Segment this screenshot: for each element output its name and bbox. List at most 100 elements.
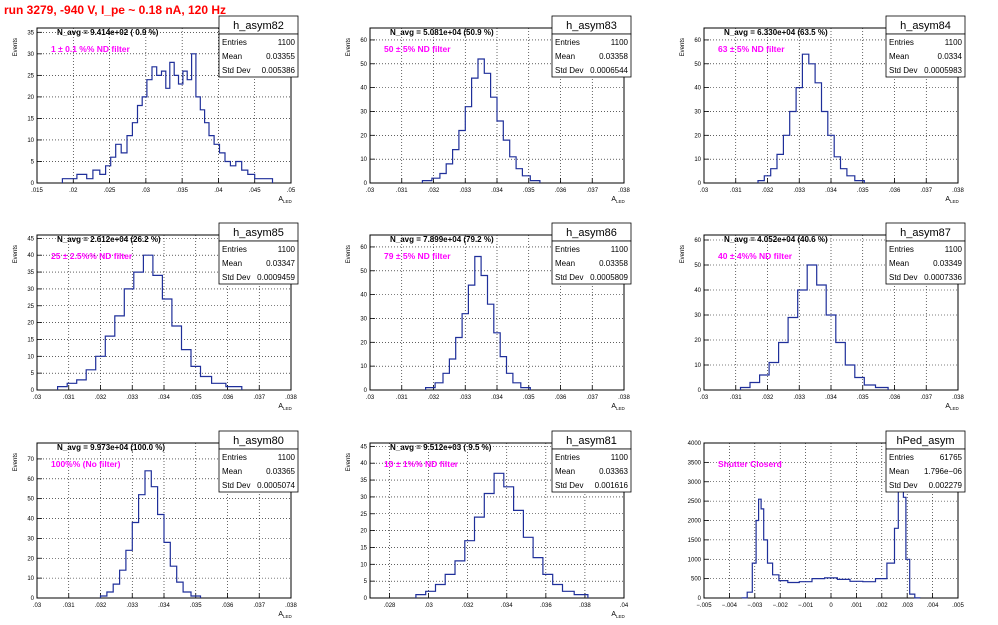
x-tick-label: .038 — [618, 188, 630, 194]
y-tick-label: 30 — [360, 109, 367, 115]
annotation-label: 10 ± 1%% ND filter — [384, 459, 459, 469]
histogram-line — [425, 255, 531, 390]
x-tick-label: .033 — [459, 395, 471, 401]
y-tick-label: 50 — [694, 62, 701, 68]
y-tick-label: 20 — [694, 338, 701, 344]
x-tick-label: .02 — [69, 188, 78, 194]
x-tick-label: .037 — [586, 188, 598, 194]
y-axis-label: Events — [346, 245, 352, 263]
x-tick-label: .03 — [424, 603, 433, 609]
annotation-label: 50 ± 5% ND filter — [384, 44, 451, 54]
stats-label: Mean — [222, 259, 242, 268]
panel-h_asym83: .03 .031 .032 .033 .034 .035 .036 .037 .038 0 10 20… — [346, 15, 632, 204]
y-tick-label: 20 — [27, 321, 34, 327]
stats-box — [885, 448, 966, 493]
y-tick-label: 10 — [360, 364, 367, 370]
y-tick-label: 60 — [360, 245, 367, 251]
navg-label: N_avg = 4.052e+04 (40.6 %) — [724, 235, 828, 244]
panel-h_asym84: .03 .031 .032 .033 .034 .035 .036 .037 .038 0 10 20… — [680, 15, 966, 204]
stats-label: Mean — [889, 52, 909, 61]
histogram-line — [61, 53, 274, 183]
y-tick-label: 40 — [360, 86, 367, 92]
stats-label: Entries — [222, 245, 247, 254]
x-tick-label: .001 — [851, 603, 863, 609]
y-tick-label: 45 — [27, 236, 34, 242]
x-tick-label: .04 — [620, 603, 629, 609]
x-axis-label: A — [611, 611, 616, 618]
y-tick-label: 0 — [364, 181, 368, 187]
x-tick-label: .031 — [730, 188, 742, 194]
y-tick-label: 3000 — [688, 480, 702, 486]
y-tick-label: 25 — [27, 304, 34, 310]
x-tick-label: .032 — [428, 395, 440, 401]
stats-value: 1100 — [278, 453, 296, 462]
y-tick-label: 10 — [27, 576, 34, 582]
stats-title: hPed_asym — [896, 435, 954, 447]
x-axis-label-subscript: LED — [950, 199, 960, 204]
x-tick-label: .038 — [579, 603, 591, 609]
y-tick-label: 40 — [360, 461, 367, 467]
x-tick-label: −.002 — [773, 603, 789, 609]
stats-label: Std Dev — [555, 273, 583, 282]
x-tick-label: .034 — [491, 395, 503, 401]
x-tick-label: .03 — [700, 188, 709, 194]
x-tick-label: .032 — [95, 603, 107, 609]
x-tick-label: .03 — [366, 395, 375, 401]
stats-value: 0.0005983 — [924, 66, 962, 75]
annotation-label: 25 ± 2.5%% ND filter — [51, 251, 133, 261]
x-tick-label: .033 — [126, 395, 138, 401]
x-tick-label: .033 — [126, 603, 138, 609]
x-tick-label: .035 — [190, 395, 202, 401]
x-tick-label: .036 — [222, 395, 234, 401]
y-axis-label: Events — [346, 38, 352, 56]
stats-label: Mean — [222, 467, 242, 476]
x-tick-label: .03 — [366, 188, 375, 194]
stats-value: 0.03363 — [599, 467, 628, 476]
y-axis-label: Events — [680, 38, 686, 56]
y-tick-label: 40 — [694, 86, 701, 92]
navg-label: N_avg = 9.973e+04 (100.0 %) — [57, 443, 165, 452]
x-axis-label-subscript: LED — [283, 199, 293, 204]
stats-box — [218, 240, 299, 285]
x-tick-label: .03 — [700, 395, 709, 401]
navg-label: N_avg = 6.330e+04 (63.5 %) — [724, 28, 828, 37]
y-tick-label: 15 — [360, 545, 367, 551]
y-tick-label: 0 — [31, 181, 35, 187]
x-tick-label: .031 — [730, 395, 742, 401]
x-axis-label: A — [611, 196, 616, 203]
stats-label: Mean — [555, 52, 575, 61]
y-tick-label: 60 — [694, 238, 701, 244]
stats-value: 1100 — [278, 38, 296, 47]
y-tick-label: 20 — [360, 529, 367, 535]
stats-value: 61765 — [940, 453, 963, 462]
panel-h_asym82: .015 .02 .025 .03 .035 .04 .045 .05 0 5 10 15 20 25 30… — [13, 15, 299, 204]
x-axis-label-subscript: LED — [283, 406, 293, 411]
y-tick-label: 10 — [27, 138, 34, 144]
x-tick-label: .032 — [428, 188, 440, 194]
y-tick-label: 10 — [694, 157, 701, 163]
stats-label: Std Dev — [889, 66, 917, 75]
stats-label: Entries — [889, 245, 914, 254]
stats-value: 1100 — [611, 453, 629, 462]
y-axis-label: Events — [13, 245, 19, 263]
stats-value: 0.03358 — [599, 259, 628, 268]
stats-label: Std Dev — [555, 66, 583, 75]
y-tick-label: 25 — [27, 73, 34, 79]
x-tick-label: .037 — [586, 395, 598, 401]
x-tick-label: .038 — [285, 603, 297, 609]
x-tick-label: 0 — [829, 603, 833, 609]
y-tick-label: 20 — [360, 133, 367, 139]
panel-hPed_asym: −.005 −.004 −.003 −.002 −.001 0 .001 .002 .003 .0… — [688, 430, 966, 609]
stats-title: h_asym82 — [233, 20, 284, 32]
x-axis-label: A — [278, 403, 283, 410]
y-tick-label: 30 — [360, 495, 367, 501]
x-tick-label: .004 — [927, 603, 939, 609]
stats-box — [551, 448, 632, 493]
y-tick-label: 0 — [31, 388, 35, 394]
x-tick-label: .032 — [762, 188, 774, 194]
stats-box — [885, 33, 966, 78]
x-tick-label: .034 — [158, 395, 170, 401]
stats-value: 1100 — [611, 245, 629, 254]
stats-title: h_asym84 — [900, 20, 951, 32]
histogram-line — [739, 264, 889, 390]
